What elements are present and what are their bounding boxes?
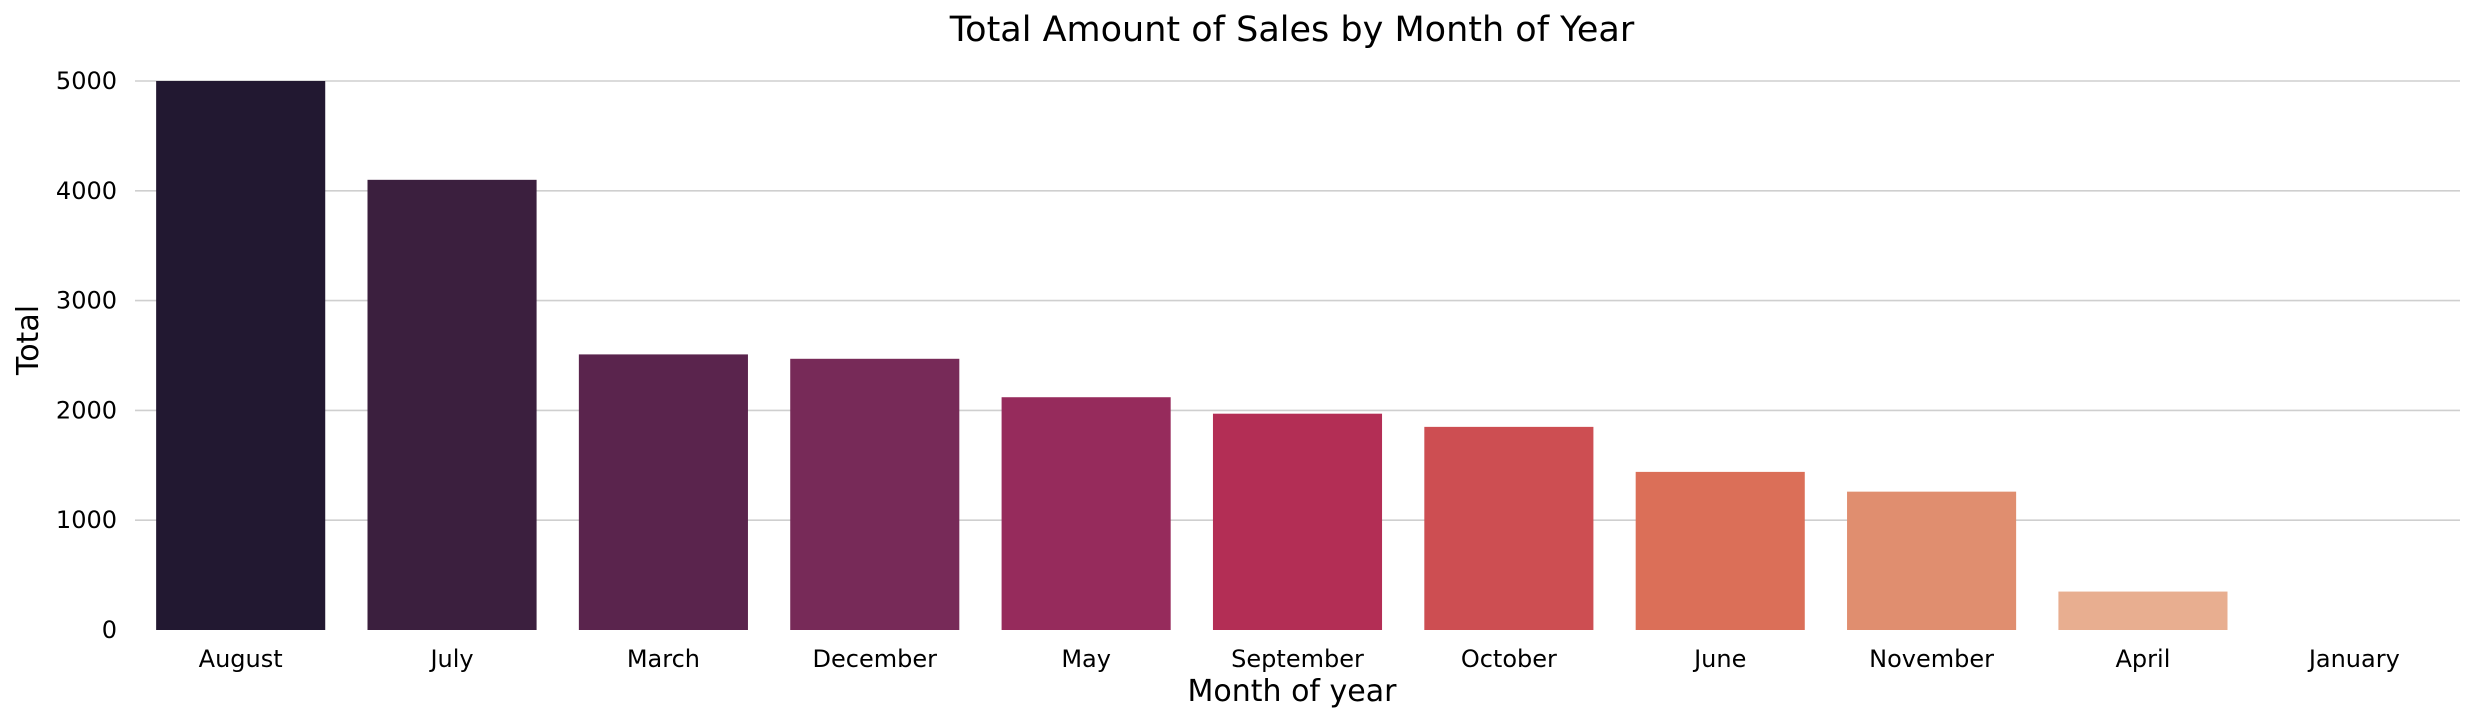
bar-october xyxy=(1424,426,1594,630)
x-tick-label: December xyxy=(813,645,938,673)
x-tick-label: January xyxy=(2307,645,2400,673)
y-tick-label: 5000 xyxy=(56,67,117,95)
bar-november xyxy=(1847,491,2017,630)
y-tick-label: 4000 xyxy=(56,177,117,205)
bar-july xyxy=(367,179,537,630)
y-axis-ticks: 0 1000 2000 3000 4000 5000 xyxy=(56,67,117,644)
bar-august xyxy=(156,81,326,630)
y-tick-label: 3000 xyxy=(56,287,117,315)
x-tick-label: March xyxy=(627,645,700,673)
y-tick-label: 0 xyxy=(102,616,117,644)
x-tick-label: November xyxy=(1869,645,1994,673)
x-tick-label: September xyxy=(1231,645,1364,673)
x-axis-title: Month of year xyxy=(1188,674,1398,709)
x-axis-ticks: August July March December May September Octob… xyxy=(199,645,2400,673)
bar-may xyxy=(1001,397,1171,630)
x-tick-label: August xyxy=(199,645,283,673)
bar-june xyxy=(1635,471,1805,630)
chart-title: Total Amount of Sales by Month of Year xyxy=(949,10,1635,50)
bar-december xyxy=(790,358,960,630)
x-tick-label: July xyxy=(428,645,473,673)
x-tick-label: June xyxy=(1692,645,1746,673)
bar-september xyxy=(1212,413,1383,630)
bar-march xyxy=(578,354,748,630)
bars xyxy=(156,81,2228,630)
x-tick-label: October xyxy=(1461,645,1557,673)
y-axis-title: Total xyxy=(11,305,46,376)
y-tick-label: 2000 xyxy=(56,396,117,424)
bar-april xyxy=(2058,591,2228,630)
y-tick-label: 1000 xyxy=(56,506,117,534)
x-tick-label: May xyxy=(1061,645,1111,673)
x-tick-label: April xyxy=(2116,645,2171,673)
